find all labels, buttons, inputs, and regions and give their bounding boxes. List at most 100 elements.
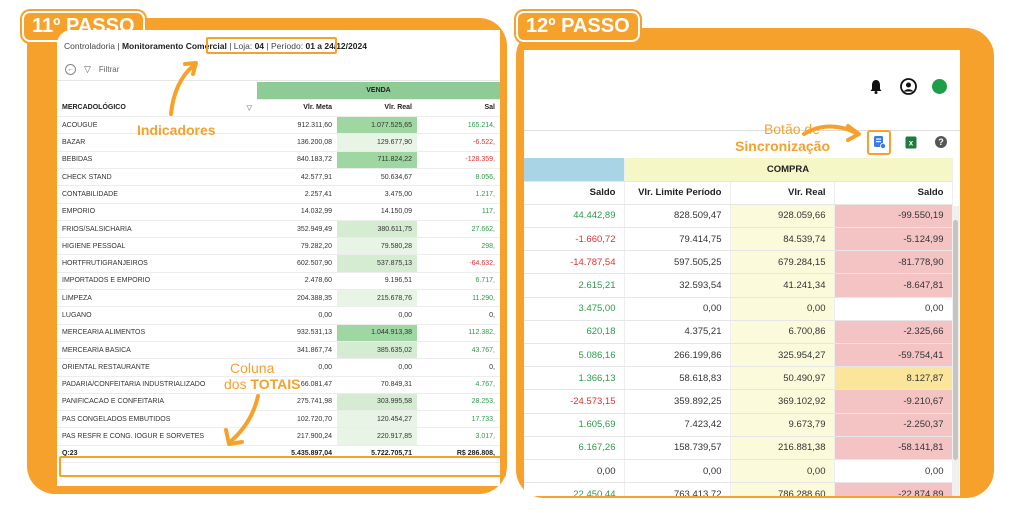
row-real: 537.875,13	[337, 254, 417, 273]
table-row[interactable]: HIGIENE PESSOAL 79.282,20 79.580,28 298,	[57, 237, 500, 256]
table-row[interactable]: -24.573,15 359.892,25 369.102,92 -9.210,67	[524, 389, 953, 414]
table-row[interactable]: PAS CONGELADOS EMBUTIDOS 102.720,70 120.45…	[57, 410, 500, 429]
table-row[interactable]: MERCEARIA ALIMENTOS 932.531,13 1.044.913,3…	[57, 324, 500, 342]
help-icon[interactable]: ?	[933, 134, 949, 150]
col-vlr-limite-periodo[interactable]: Vlr. Limite Período	[624, 181, 731, 205]
filter-icon[interactable]: ▽	[246, 104, 252, 112]
row-limite: 4.375,21	[624, 320, 731, 345]
table-row[interactable]: 6.167,26 158.739,57 216.881,38 -58.141,81	[524, 436, 953, 460]
row-real: 711.824,22	[337, 151, 417, 169]
col-saldo-venda[interactable]: Saldo	[524, 181, 625, 205]
row-name: PAS CONGELADOS EMBUTIDOS	[57, 410, 257, 429]
row-limite: 597.505,25	[624, 250, 731, 275]
table-row[interactable]: 0,00 0,00 0,00 0,00	[524, 459, 953, 484]
row-saldo-compra: -22.874,89	[834, 482, 953, 496]
row-real: 3.475,00	[337, 185, 417, 204]
filter-label[interactable]: Filtrar	[98, 65, 120, 74]
svg-text:x: x	[909, 138, 914, 147]
table-row[interactable]: ORIENTAL RESTAURANTE 0,00 0,00 0,	[57, 358, 500, 377]
row-saldo-venda: 1.366,13	[524, 366, 625, 391]
row-meta: 2.257,41	[257, 185, 337, 204]
row-saldo-compra: 8.127,87	[834, 366, 953, 391]
col-mercadologico[interactable]: MERCADOLÓGICO ▽	[57, 99, 257, 118]
col-vlr-real[interactable]: Vlr. Real	[337, 99, 417, 118]
row-real: 380.611,75	[337, 220, 417, 239]
row-name: HORTFRUTIGRANJEIROS	[57, 254, 257, 273]
row-limite: 266.199,86	[624, 343, 731, 368]
row-meta: 14.032,99	[257, 203, 337, 221]
table-row[interactable]: LIMPEZA 204.388,35 215.678,76 11.290,	[57, 289, 500, 308]
row-saldo: 298,	[417, 237, 500, 256]
row-saldo-venda: 44.442,89	[524, 204, 625, 229]
table-row[interactable]: 3.475,00 0,00 0,00 0,00	[524, 297, 953, 321]
row-saldo-compra: -2.325,66	[834, 320, 953, 345]
row-real: 129.677,90	[337, 133, 417, 152]
row-saldo-compra: -5.124,99	[834, 227, 953, 252]
row-real: 303.995,58	[337, 393, 417, 412]
table-row[interactable]: 620,18 4.375,21 6.700,86 -2.325,66	[524, 320, 953, 345]
filter-icon[interactable]: ▽	[84, 64, 91, 74]
table-row[interactable]: MERCEARIA BASICA 341.867,74 385.635,02 43.7…	[57, 341, 500, 360]
table-row[interactable]: EMPORIO 14.032,99 14.150,09 117,	[57, 203, 500, 221]
bell-icon[interactable]	[868, 78, 884, 94]
table-row[interactable]: -1.660,72 79.414,75 84.539,74 -5.124,99	[524, 227, 953, 252]
row-saldo-venda: -24.573,15	[524, 389, 625, 414]
col-vlr-meta[interactable]: Vlr. Meta	[257, 99, 337, 118]
table-row[interactable]: PADARIA/CONFEITARIA INDUSTRIALIZADO 66.08…	[57, 376, 500, 394]
row-name: MERCEARIA ALIMENTOS	[57, 324, 257, 342]
excel-icon[interactable]: x	[903, 134, 919, 150]
row-real: 325.954,27	[730, 343, 835, 368]
table-row[interactable]: HORTFRUTIGRANJEIROS 602.507,90 537.875,13-…	[57, 254, 500, 273]
row-name: PADARIA/CONFEITARIA INDUSTRIALIZADO	[57, 376, 257, 394]
row-name: ORIENTAL RESTAURANTE	[57, 358, 257, 377]
row-name: LIMPEZA	[57, 289, 257, 308]
table-row[interactable]: LUGANO 0,00 0,00 0,	[57, 306, 500, 325]
total-real: 5.722.705,71	[337, 444, 417, 464]
table-row[interactable]: ACOUGUE 912.311,60 1.077.525,65 165.214,	[57, 116, 500, 135]
sync-icon[interactable]	[871, 134, 887, 150]
table-row[interactable]: FRIOS/SALSICHARIA 352.949,49 380.611,75 27.…	[57, 220, 500, 239]
row-meta: 0,00	[257, 306, 337, 325]
col-saldo-compra[interactable]: Saldo	[834, 181, 953, 205]
table-row[interactable]: 1.366,13 58.618,83 50.490,97 8.127,87	[524, 366, 953, 391]
table-row[interactable]: CHECK STAND 42.577,91 50.634,67 8.056,	[57, 168, 500, 187]
table-row[interactable]: 44.442,89 828.509,47 928.059,66 -99.550,19	[524, 204, 953, 229]
total-saldo: R$ 286.808,	[417, 444, 500, 464]
table-row[interactable]: -14.787,54 597.505,25 679.284,15 -81.778,90	[524, 250, 953, 275]
group-header-row: COMPRA	[524, 158, 953, 182]
row-meta: 840.183,72	[257, 151, 337, 169]
row-limite: 32.593,54	[624, 273, 731, 298]
row-real: 84.539,74	[730, 227, 835, 252]
status-dot-icon[interactable]	[930, 77, 948, 95]
annotation-line: Coluna	[230, 360, 275, 376]
column-header-row: MERCADOLÓGICO ▽ Vlr. Meta Vlr. Real Sal	[57, 99, 500, 118]
breadcrumb-module: Monitoramento Comercial	[121, 41, 227, 51]
row-saldo: -64.632,	[417, 254, 500, 273]
row-real: 14.150,09	[337, 203, 417, 221]
table-row[interactable]: 2.615,21 32.593,54 41.241,34 -8.647,81	[524, 273, 953, 298]
column-header-row: Saldo Vlr. Limite Período Vlr. Real Sald…	[524, 181, 953, 205]
breadcrumb-section[interactable]: Controladoria	[64, 41, 116, 51]
step-11-panel: 11º PASSO Controladoria | Monitoramento …	[22, 11, 507, 494]
table-row[interactable]: 22.450,44 763.413,72 786.288,60 -22.874,89	[524, 482, 953, 496]
table-row[interactable]: PAS RESFR E CONG. IOGUR E SORVETES 217.90…	[57, 427, 500, 446]
status-dot	[931, 78, 947, 94]
table-row[interactable]: BEBIDAS 840.183,72 711.824,22 -128.359,	[57, 151, 500, 169]
row-real: 6.700,86	[730, 320, 835, 345]
col-saldo[interactable]: Sal	[417, 99, 500, 118]
scrollbar-thumb[interactable]	[953, 220, 958, 460]
table-row[interactable]: CONTABILIDADE 2.257,41 3.475,00 1.217,	[57, 185, 500, 204]
user-circle-icon[interactable]	[899, 77, 917, 95]
table-row[interactable]: BAZAR 136.200,08 129.677,90 -6.522,	[57, 133, 500, 152]
col-vlr-real[interactable]: Vlr. Real	[730, 181, 835, 205]
row-saldo: 0,	[417, 358, 500, 377]
table-row[interactable]: 5.086,16 266.199,86 325.954,27 -59.754,41	[524, 343, 953, 368]
row-name: CHECK STAND	[57, 168, 257, 187]
row-name: CONTABILIDADE	[57, 185, 257, 204]
row-saldo: 112.382,	[417, 324, 500, 342]
back-icon[interactable]: ←	[65, 64, 76, 75]
table-row[interactable]: 1.605,69 7.423,42 9.673,79 -2.250,37	[524, 413, 953, 437]
table-row[interactable]: PANIFICACAO E CONFEITARIA 275.741,98 303.9…	[57, 393, 500, 412]
table-row[interactable]: IMPORTADOS E EMPORIO 2.478,60 9.196,51 6.71…	[57, 272, 500, 291]
help-glyph: ?	[935, 136, 947, 148]
